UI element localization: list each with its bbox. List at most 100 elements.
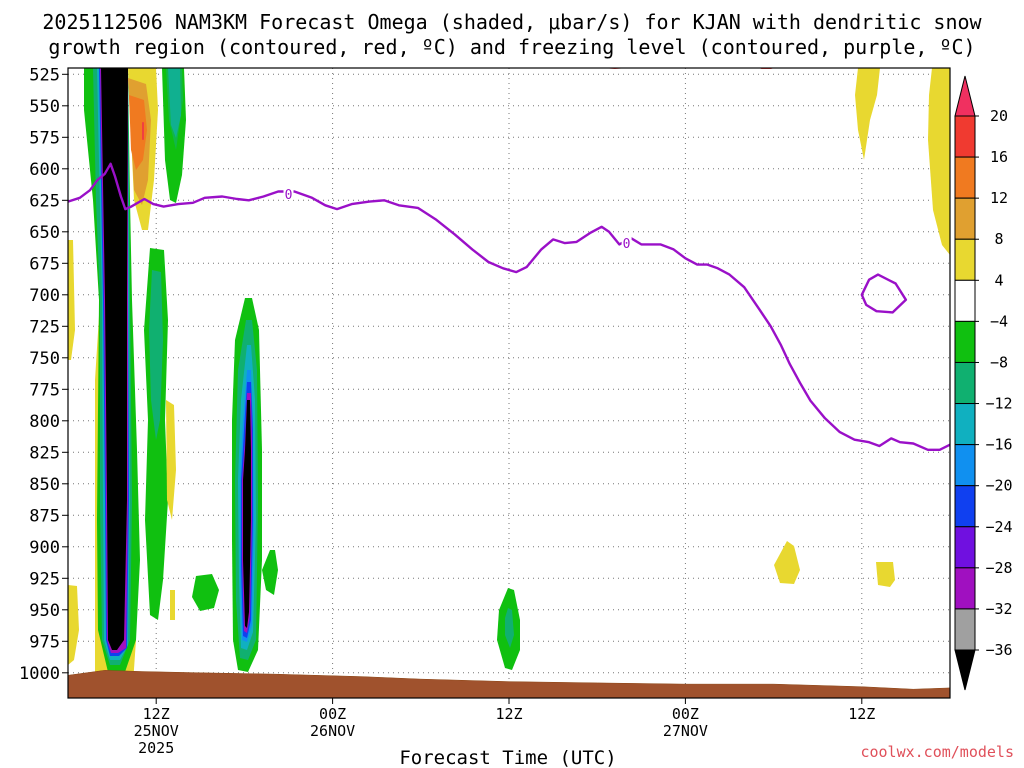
y-tick-label: 950 — [29, 601, 60, 621]
x-tick-label: 00Z — [672, 705, 699, 723]
colorbar-swatch — [954, 156, 976, 199]
omega-shade-yellow-blob-a — [774, 541, 800, 584]
colorbar-swatch — [954, 115, 976, 158]
omega-shade-descent-orange — [129, 95, 147, 170]
colorbar-swatch — [954, 444, 976, 487]
colorbar-swatch — [954, 197, 976, 240]
pressure-axis: 525 550 575 600 625 650 675 700 725 750 775 800 825 8… — [19, 65, 68, 684]
x-axis-title: Forecast Time (UTC) — [399, 747, 616, 768]
omega-shade-small-green-blob — [192, 574, 219, 611]
x-tick-label: 12Z — [143, 705, 170, 723]
freezing-level-contours: 00 — [68, 162, 950, 451]
y-tick-label: 900 — [29, 538, 60, 558]
x-tick-label: 12Z — [495, 705, 522, 723]
dgz-contour — [693, 64, 727, 65]
x-tick-label: 12Z — [848, 705, 875, 723]
omega-shade-yellow-left-edge — [68, 585, 79, 665]
colorbar: 20 16 12 8 4 −4 −8 −12 −16 −20 −24 −28 −32 −36 — [954, 75, 1013, 691]
credit-text: coolwx.com/models — [860, 743, 1014, 761]
freezing-level-closed-contour — [860, 273, 908, 314]
y-tick-label: 650 — [29, 223, 60, 243]
colorbar-label: 16 — [990, 148, 1008, 166]
colorbar-swatch — [954, 238, 976, 281]
colorbar-swatch — [954, 567, 976, 610]
colorbar-top-arrow — [954, 75, 976, 117]
omega-shade-upper-pillar — [162, 68, 186, 203]
colorbar-label: −4 — [990, 312, 1008, 330]
x-tick-label: 27NOV — [663, 722, 708, 740]
colorbar-swatch — [954, 526, 976, 569]
omega-shade-main-black — [101, 68, 128, 650]
y-tick-label: 975 — [29, 632, 60, 652]
omega-shade-descent-upper — [128, 68, 158, 230]
colorbar-label: 8 — [994, 230, 1003, 248]
freezing-level-label: 0 — [623, 237, 631, 252]
freezing-label-bg — [283, 186, 294, 200]
omega-shade-mid-pillar-yellow-side — [166, 400, 176, 520]
omega-shade-yellow-right-edge — [928, 68, 950, 255]
freezing-label-bg — [621, 235, 632, 250]
omega-shade-upper-pillar-teal — [166, 68, 183, 150]
freezing-level-label: 0 — [285, 188, 293, 203]
omega-shade-thin-yellow — [170, 590, 175, 620]
colorbar-label: 4 — [994, 271, 1003, 289]
x-tick-label: 26NOV — [310, 722, 355, 740]
colorbar-swatch — [954, 403, 976, 446]
y-tick-label: 525 — [29, 65, 60, 85]
colorbar-label: −12 — [985, 395, 1012, 413]
x-tick-label: 2025 — [138, 739, 174, 757]
colorbar-label: −16 — [985, 436, 1012, 454]
colorbar-label: 20 — [990, 107, 1008, 125]
omega-shade-main-column — [84, 68, 140, 698]
omega-shade-ascent-cell — [232, 298, 262, 672]
omega-shade-green-blob-right — [262, 550, 278, 595]
y-tick-label: 1000 — [19, 664, 60, 684]
y-tick-label: 700 — [29, 286, 60, 306]
y-tick-label: 600 — [29, 160, 60, 180]
y-tick-label: 775 — [29, 380, 60, 400]
y-tick-label: 550 — [29, 97, 60, 117]
y-tick-label: 725 — [29, 317, 60, 337]
colorbar-swatch — [954, 361, 976, 405]
omega-shade-yellow-upper-right — [855, 68, 880, 160]
omega-shade-mid-pillar — [144, 248, 176, 620]
colorbar-bottom-arrow — [954, 649, 976, 691]
y-tick-label: 575 — [29, 128, 60, 148]
y-tick-label: 825 — [29, 443, 60, 463]
y-tick-label: 850 — [29, 475, 60, 495]
chart-title-line-2: growth region (contoured, red, ºC) and f… — [48, 35, 975, 59]
y-tick-label: 675 — [29, 254, 60, 274]
colorbar-label: −24 — [985, 518, 1012, 536]
y-tick-label: 925 — [29, 569, 60, 589]
omega-shade-left-strip — [68, 240, 75, 360]
terrain-fill — [68, 670, 950, 698]
y-tick-label: 625 — [29, 191, 60, 211]
omega-shade-yellow-blob-b — [876, 562, 895, 587]
colorbar-label: −36 — [985, 641, 1012, 659]
omega-shade-green-blob-12z — [497, 588, 520, 670]
colorbar-label: −8 — [990, 353, 1008, 371]
colorbar-swatch — [954, 485, 976, 528]
colorbar-swatch — [954, 279, 976, 322]
omega-shade-12z-teal — [505, 608, 514, 648]
freezing-level-line — [68, 162, 950, 451]
colorbar-label: −28 — [985, 559, 1012, 577]
chart-title-line-1: 2025112506 NAM3KM Forecast Omega (shaded… — [42, 10, 982, 34]
x-tick-label: 00Z — [319, 705, 346, 723]
colorbar-swatch — [954, 608, 976, 651]
colorbar-label: −20 — [985, 477, 1012, 495]
omega-shading — [68, 68, 950, 698]
x-tick-label: 25NOV — [134, 722, 179, 740]
omega-shade-mid-pillar-teal — [149, 270, 163, 440]
colorbar-swatch — [954, 320, 976, 363]
plot-area: 00 — [67, 64, 951, 699]
dgz-contours — [142, 64, 775, 140]
colorbar-label: −32 — [985, 600, 1012, 618]
y-tick-label: 750 — [29, 349, 60, 369]
omega-shade-cell-black — [243, 400, 251, 628]
colorbar-label: 12 — [990, 189, 1008, 207]
y-tick-label: 875 — [29, 506, 60, 526]
y-tick-label: 800 — [29, 412, 60, 432]
